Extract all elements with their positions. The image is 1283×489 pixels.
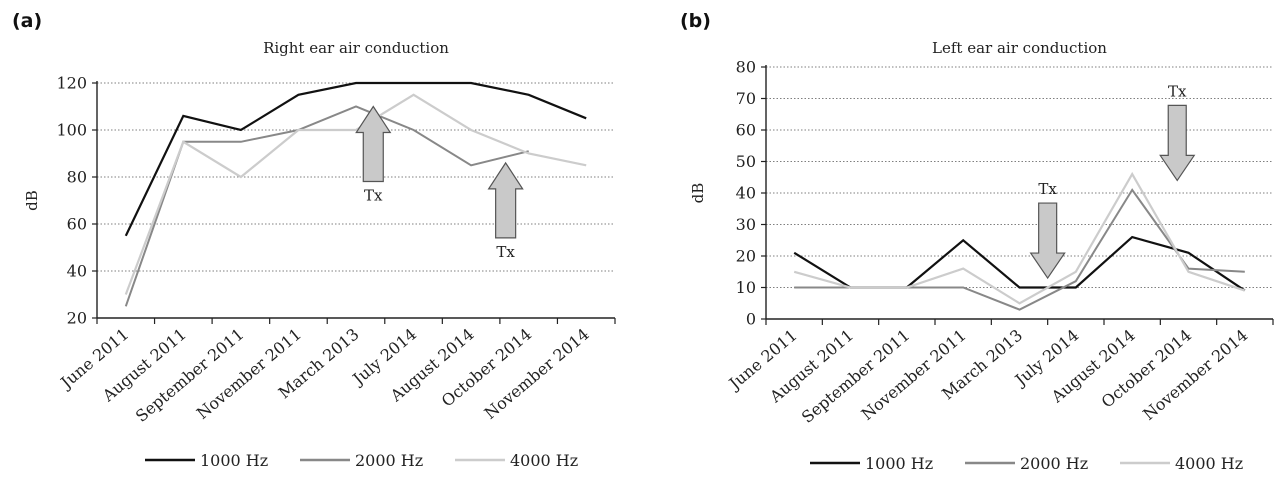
y-tick-label: 70 — [736, 89, 756, 108]
series-line-2000-hz — [124, 105, 529, 307]
legend-entry: 1000 Hz — [865, 454, 933, 473]
y-tick-label: 60 — [736, 121, 756, 140]
legend-entry: 2000 Hz — [355, 451, 423, 470]
y-tick-label: 20 — [736, 247, 756, 266]
y-tick-label: 20 — [67, 309, 87, 328]
y-tick-label: 80 — [736, 58, 756, 77]
chart-title: Left ear air conduction — [932, 39, 1107, 57]
treatment-label: Tx — [1038, 180, 1057, 198]
treatment-arrow — [487, 161, 524, 239]
y-tick-label: 80 — [67, 168, 87, 187]
y-tick-label: 10 — [736, 278, 756, 297]
treatment-label: Tx — [364, 187, 383, 205]
series-line-1000-hz — [124, 81, 587, 237]
legend-entry: 4000 Hz — [510, 451, 578, 470]
chart-panel-b: (b) Left ear air conduction dB 0 10 20 30 40 50 6… — [680, 10, 1274, 473]
panel-label: (b) — [680, 10, 711, 32]
y-tick-label: 40 — [736, 184, 756, 203]
x-tick-label: September 2011 — [132, 325, 248, 426]
y-tick-label: 50 — [736, 152, 756, 171]
treatment-arrow — [1159, 104, 1196, 182]
legend-entry: 1000 Hz — [200, 451, 268, 470]
y-tick-label: 40 — [67, 262, 87, 281]
chart-panel-a: (a) Right ear air conduction dB 20 40 60 80 100… — [12, 10, 616, 470]
y-axis-label: dB — [689, 183, 707, 204]
x-tick-label: November 2014 — [481, 325, 593, 423]
legend-entry: 2000 Hz — [1020, 454, 1088, 473]
x-tick-label: November 2011 — [858, 326, 970, 424]
y-tick-label: 120 — [56, 74, 87, 93]
treatment-arrow — [355, 105, 392, 183]
series-line-4000-hz — [793, 171, 1246, 305]
panel-label: (a) — [12, 10, 42, 32]
y-tick-label: 100 — [56, 121, 87, 140]
chart-title: Right ear air conduction — [263, 39, 449, 57]
x-tick-label: November 2014 — [1139, 326, 1251, 424]
series-line-4000-hz — [124, 93, 587, 295]
x-tick-label: November 2011 — [193, 325, 305, 423]
treatment-arrow — [1029, 202, 1066, 280]
series-line-1000-hz — [793, 235, 1246, 292]
legend-entry: 4000 Hz — [1175, 454, 1243, 473]
y-axis-label: dB — [23, 190, 41, 211]
treatment-label: Tx — [496, 243, 515, 261]
treatment-label: Tx — [1168, 82, 1187, 100]
y-tick-label: 30 — [736, 215, 756, 234]
y-tick-label: 0 — [746, 310, 756, 329]
y-tick-label: 60 — [67, 215, 87, 234]
